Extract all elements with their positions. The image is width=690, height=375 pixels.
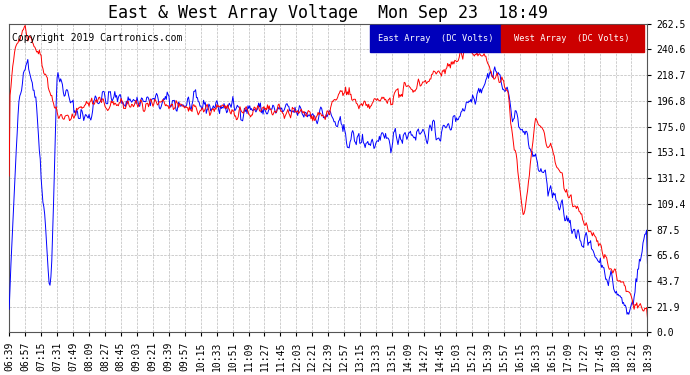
Title: East & West Array Voltage  Mon Sep 23  18:49: East & West Array Voltage Mon Sep 23 18:… <box>108 4 549 22</box>
FancyBboxPatch shape <box>501 25 644 51</box>
FancyBboxPatch shape <box>370 25 501 51</box>
Text: Copyright 2019 Cartronics.com: Copyright 2019 Cartronics.com <box>12 33 183 43</box>
Text: East Array  (DC Volts): East Array (DC Volts) <box>378 34 493 43</box>
Text: West Array  (DC Volts): West Array (DC Volts) <box>514 34 630 43</box>
